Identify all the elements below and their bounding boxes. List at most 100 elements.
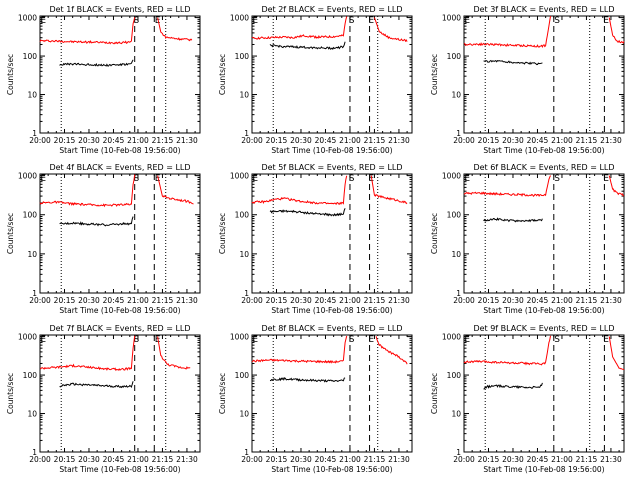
- lld-series-line: [157, 17, 193, 42]
- x-tick-label: 21:30: [600, 136, 622, 145]
- lld-series-line: [157, 175, 194, 205]
- x-axis-label: Start Time (10-Feb-08 19:56:00): [483, 465, 604, 474]
- x-tick-label: 20:45: [527, 136, 549, 145]
- y-tick-label: 10: [27, 91, 37, 100]
- x-axis-label: Start Time (10-Feb-08 19:56:00): [271, 306, 392, 315]
- x-tick-label: 21:00: [339, 455, 361, 464]
- x-tick-label: 20:15: [54, 136, 76, 145]
- detector-panel-7: Det 7f BLACK = Events, RED = LLD Counts/s…: [6, 324, 201, 474]
- x-tick-label: 21:30: [176, 296, 198, 305]
- panel-title: Det 3f BLACK = Events, RED = LLD: [473, 5, 614, 14]
- y-tick-label: 1: [244, 448, 249, 457]
- x-tick-label: 20:30: [78, 296, 100, 305]
- events-series-line: [483, 217, 543, 223]
- y-tick-label: 100: [235, 371, 250, 380]
- y-tick-label: 1000: [18, 172, 37, 181]
- lld-series-line: [463, 175, 551, 198]
- plot-frame: [463, 15, 625, 134]
- plot-frame: [463, 173, 625, 294]
- events-series-line: [269, 208, 346, 217]
- y-tick-label: 10: [451, 410, 461, 419]
- x-tick-label: 20:30: [502, 455, 524, 464]
- y-axis-label: Counts/sec: [6, 54, 15, 95]
- y-tick-label: 1: [456, 289, 461, 298]
- events-series-line: [59, 59, 134, 67]
- x-tick-label: 20:00: [453, 136, 475, 145]
- x-tick-label: 20:45: [315, 136, 337, 145]
- x-tick-label: 20:30: [78, 455, 100, 464]
- events-series-line: [483, 382, 543, 390]
- y-axis-label: Counts/sec: [218, 213, 227, 254]
- x-axis-label: Start Time (10-Feb-08 19:56:00): [271, 146, 392, 155]
- x-axis-label: Start Time (10-Feb-08 19:56:00): [271, 465, 392, 474]
- y-tick-label: 100: [23, 52, 38, 61]
- marker-letter: E: [603, 335, 609, 345]
- y-tick-label: 1: [32, 289, 37, 298]
- events-series-line: [269, 376, 346, 383]
- y-tick-label: 10: [239, 250, 249, 259]
- x-tick-label: 21:15: [152, 455, 174, 464]
- y-tick-label: 1: [456, 448, 461, 457]
- marker-letter: S: [554, 16, 560, 26]
- marker-letter: S: [349, 16, 355, 26]
- marker-letter: S: [349, 335, 355, 345]
- marker-letter: E: [464, 335, 470, 345]
- y-tick-label: 1000: [18, 14, 37, 23]
- x-axis-label: Start Time (10-Feb-08 19:56:00): [483, 146, 604, 155]
- x-tick-label: 21:30: [388, 296, 410, 305]
- detector-panel-6: Det 6f BLACK = Events, RED = LLD Counts/s…: [430, 163, 625, 315]
- y-axis-label: Counts/sec: [6, 213, 15, 254]
- x-tick-label: 20:45: [103, 296, 125, 305]
- detector-panel-1: Det 1f BLACK = Events, RED = LLD Counts/s…: [6, 5, 201, 155]
- x-tick-label: 21:00: [551, 296, 573, 305]
- detector-panel-2: Det 2f BLACK = Events, RED = LLD Counts/s…: [218, 5, 413, 155]
- events-series-line: [269, 41, 346, 51]
- marker-letter: S: [133, 174, 139, 184]
- x-tick-label: 21:15: [152, 296, 174, 305]
- x-tick-label: 20:30: [290, 136, 312, 145]
- marker-letter: E: [603, 16, 609, 26]
- x-tick-label: 21:00: [127, 296, 149, 305]
- y-tick-label: 10: [451, 250, 461, 259]
- x-axis-label: Start Time (10-Feb-08 19:56:00): [59, 306, 180, 315]
- marker-letter: E: [464, 174, 470, 184]
- y-tick-label: 1: [244, 289, 249, 298]
- x-tick-label: 20:00: [241, 296, 263, 305]
- y-tick-label: 1000: [230, 333, 249, 342]
- y-tick-label: 10: [27, 250, 37, 259]
- x-axis-label: Start Time (10-Feb-08 19:56:00): [59, 146, 180, 155]
- lld-series-line: [608, 17, 625, 44]
- events-series-line: [59, 216, 134, 227]
- y-tick-label: 100: [23, 371, 38, 380]
- events-series-line: [59, 381, 134, 389]
- y-axis-label: Counts/sec: [430, 373, 439, 414]
- panel-title: Det 1f BLACK = Events, RED = LLD: [49, 5, 190, 14]
- detector-panel-5: Det 5f BLACK = Events, RED = LLD Counts/s…: [218, 163, 413, 315]
- panel-title: Det 9f BLACK = Events, RED = LLD: [473, 324, 614, 333]
- y-tick-label: 100: [235, 52, 250, 61]
- marker-letter: S: [349, 174, 355, 184]
- x-tick-label: 20:45: [527, 296, 549, 305]
- marker-letter: E: [252, 174, 258, 184]
- marker-letter: S: [133, 16, 139, 26]
- panel-title: Det 7f BLACK = Events, RED = LLD: [49, 324, 190, 333]
- y-tick-label: 1000: [18, 333, 37, 342]
- y-tick-label: 100: [447, 371, 462, 380]
- lld-series-line: [370, 175, 408, 205]
- y-tick-label: 1: [32, 129, 37, 138]
- x-tick-label: 20:45: [315, 455, 337, 464]
- lld-series-line: [373, 17, 408, 43]
- y-tick-label: 1000: [442, 172, 461, 181]
- x-tick-label: 20:15: [478, 296, 500, 305]
- events-series-line: [483, 59, 543, 66]
- x-tick-label: 20:15: [478, 455, 500, 464]
- y-tick-label: 1: [32, 448, 37, 457]
- marker-letter: S: [133, 335, 139, 345]
- x-tick-label: 20:00: [241, 455, 263, 464]
- x-tick-label: 21:15: [364, 455, 386, 464]
- y-axis-label: Counts/sec: [6, 373, 15, 414]
- marker-letter: E: [252, 335, 258, 345]
- lld-series-line: [375, 336, 408, 365]
- x-tick-label: 20:15: [54, 455, 76, 464]
- y-tick-label: 10: [239, 91, 249, 100]
